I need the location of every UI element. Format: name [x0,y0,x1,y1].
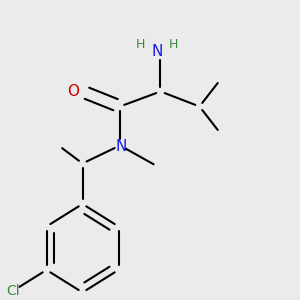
Text: H: H [168,38,178,52]
Text: O: O [68,84,80,99]
Text: N: N [115,139,127,154]
Text: H: H [136,38,145,52]
Text: N: N [152,44,163,59]
Text: Cl: Cl [7,284,20,298]
